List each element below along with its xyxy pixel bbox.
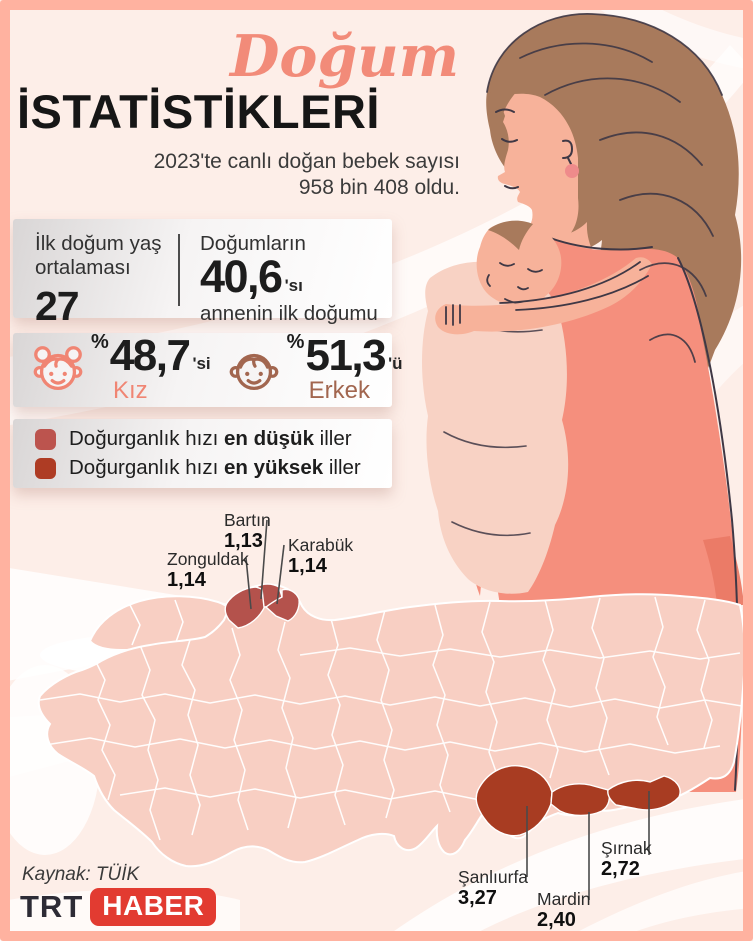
first-birth-share-value: 40,6 <box>200 251 283 303</box>
map-label-sanliurfa: Şanlıurfa 3,27 <box>458 867 529 909</box>
baby-ear <box>486 274 491 287</box>
girl-stat-group: % 48,7 'si Kız <box>29 330 211 406</box>
baby-mouth <box>517 286 529 291</box>
trt-logo-text: TRT <box>20 889 84 924</box>
baby-blanket <box>422 261 569 594</box>
baby-eye-left <box>499 262 515 267</box>
mother-face <box>489 93 604 270</box>
province-karabuk <box>264 588 300 622</box>
province-mardin <box>550 783 611 817</box>
subtitle-line2: 958 bin 408 oldu. <box>298 175 460 199</box>
first-birth-age-label: İlk doğum yaş ortalaması <box>35 232 162 280</box>
legend-low-prefix: Doğurganlık hızı <box>69 427 224 450</box>
legend-high-prefix: Doğurganlık hızı <box>69 456 224 479</box>
gender-stats-box: % 48,7 'si Kız % <box>13 330 403 407</box>
boy-suffix: 'ü <box>388 354 403 374</box>
province-sirnak <box>607 775 681 811</box>
low-fertility-provinces <box>224 583 300 629</box>
baby-eye-right <box>527 268 543 273</box>
closed-eye-line <box>501 138 518 143</box>
first-birth-stats-box: İlk doğum yaş ortalaması 27 Doğumların 4… <box>13 219 392 329</box>
map-label-mardin: Mardin 2,40 <box>537 889 591 931</box>
first-birth-share-suffix: 'sı <box>284 275 303 295</box>
map-label-karabuk: Karabük 1,14 <box>288 535 354 577</box>
leader-lines <box>245 519 650 900</box>
boy-stat-group: % 51,3 'ü Erkek <box>225 330 403 406</box>
map-label-zonguldak: Zonguldak 1,14 <box>167 549 249 591</box>
source-text: Kaynak: TÜİK <box>22 864 140 885</box>
legend-low-swatch <box>35 428 56 450</box>
baby-hair <box>488 220 533 250</box>
legend-high-swatch <box>35 457 56 479</box>
legend-box: Doğurganlık hızı en düşük iller Doğurgan… <box>13 419 392 488</box>
map-label-bartin: Bartın 1,13 <box>224 510 271 552</box>
haber-logo-badge: HABER <box>90 888 217 926</box>
province-borders <box>39 596 743 841</box>
girl-label: Kız <box>113 377 148 405</box>
high-fertility-provinces <box>475 765 681 837</box>
first-birth-share-label: Doğumların <box>200 232 306 255</box>
province-zonguldak <box>224 586 266 629</box>
girl-percent-sign: % <box>91 330 109 353</box>
boy-value: 51,3 <box>305 330 386 380</box>
legend-high-row: Doğurganlık hızı en yüksek iller <box>35 456 392 480</box>
boy-percent-sign: % <box>286 330 305 353</box>
boy-label: Erkek <box>308 377 371 405</box>
eyebrow-line <box>495 108 515 113</box>
divider <box>178 234 180 306</box>
legend-low-suffix: iller <box>313 427 352 450</box>
trt-haber-logo: TRT HABER <box>20 888 217 926</box>
subtitle: 2023'te canlı doğan bebek sayısı 958 bin… <box>60 149 460 200</box>
legend-low-bold: en düşük <box>223 427 314 450</box>
earring <box>565 164 579 178</box>
title-script: Doğum <box>230 23 460 90</box>
mother-arm <box>435 257 652 335</box>
subtitle-line1: 2023'te canlı doğan bebek sayısı <box>153 150 460 173</box>
boy-baby-face-icon <box>229 353 279 390</box>
province-sanliurfa <box>475 765 553 837</box>
map-label-sirnak: Şırnak 2,72 <box>601 838 652 880</box>
legend-low-row: Doğurganlık hızı en düşük iller <box>35 427 392 451</box>
baby-head <box>476 221 562 306</box>
girl-suffix: 'si <box>192 354 211 374</box>
legend-high-bold: en yüksek <box>223 456 324 479</box>
smile-line <box>504 185 519 190</box>
girl-value: 48,7 <box>109 330 191 380</box>
first-birth-share-caption: annenin ilk doğumu <box>200 301 378 325</box>
turkey-map <box>0 519 746 900</box>
page-title: İSTATİSTİKLERİ <box>17 85 380 138</box>
first-birth-age-value: 27 <box>35 283 80 330</box>
girl-baby-face-icon <box>33 346 83 390</box>
legend-high-suffix: iller <box>323 456 361 479</box>
